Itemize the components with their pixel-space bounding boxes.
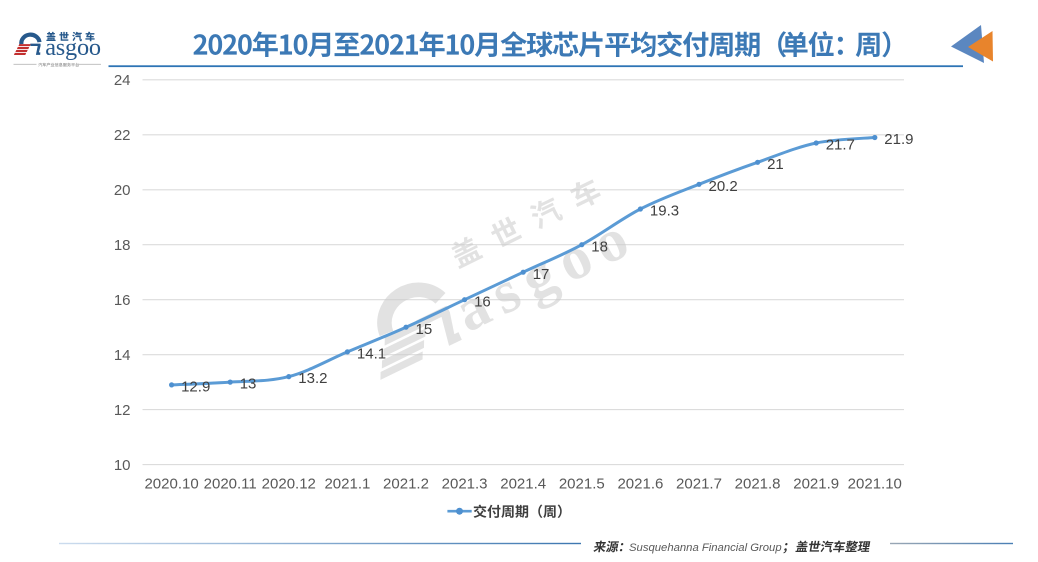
svg-text:15: 15 [416,321,433,338]
svg-text:13.2: 13.2 [298,370,327,387]
svg-text:2021.7: 2021.7 [676,476,722,493]
svg-text:14: 14 [114,347,131,364]
svg-text:2021.4: 2021.4 [500,476,546,493]
svg-text:24: 24 [114,72,131,89]
svg-text:17: 17 [533,266,550,283]
svg-text:18: 18 [114,237,131,254]
svg-text:2021.6: 2021.6 [617,476,663,493]
svg-text:2020.11: 2020.11 [204,476,257,493]
svg-text:19.3: 19.3 [650,203,679,220]
svg-text:2021.8: 2021.8 [735,476,781,493]
svg-text:2021.3: 2021.3 [442,476,488,493]
svg-text:2021.2: 2021.2 [383,476,429,493]
svg-text:12: 12 [114,402,131,419]
svg-text:12.9: 12.9 [181,379,210,396]
svg-text:21.9: 21.9 [884,131,913,148]
svg-text:21: 21 [767,156,784,173]
svg-text:14.1: 14.1 [357,346,386,363]
svg-text:2021.5: 2021.5 [559,476,605,493]
svg-text:10: 10 [114,457,131,474]
svg-text:2021.10: 2021.10 [848,476,902,493]
svg-text:2021.9: 2021.9 [793,476,839,493]
svg-text:22: 22 [114,127,131,144]
svg-text:2020.12: 2020.12 [262,476,316,493]
svg-text:18: 18 [591,238,608,255]
svg-text:16: 16 [474,293,491,310]
svg-text:20.2: 20.2 [709,178,738,195]
svg-text:21.7: 21.7 [826,137,855,154]
svg-text:16: 16 [114,292,131,309]
svg-text:2020.10: 2020.10 [144,476,198,493]
svg-text:Susquehanna Financial Group: Susquehanna Financial Group [629,542,782,554]
svg-text:13: 13 [240,376,257,393]
svg-text:20: 20 [114,182,131,199]
svg-text:2021.1: 2021.1 [324,476,370,493]
